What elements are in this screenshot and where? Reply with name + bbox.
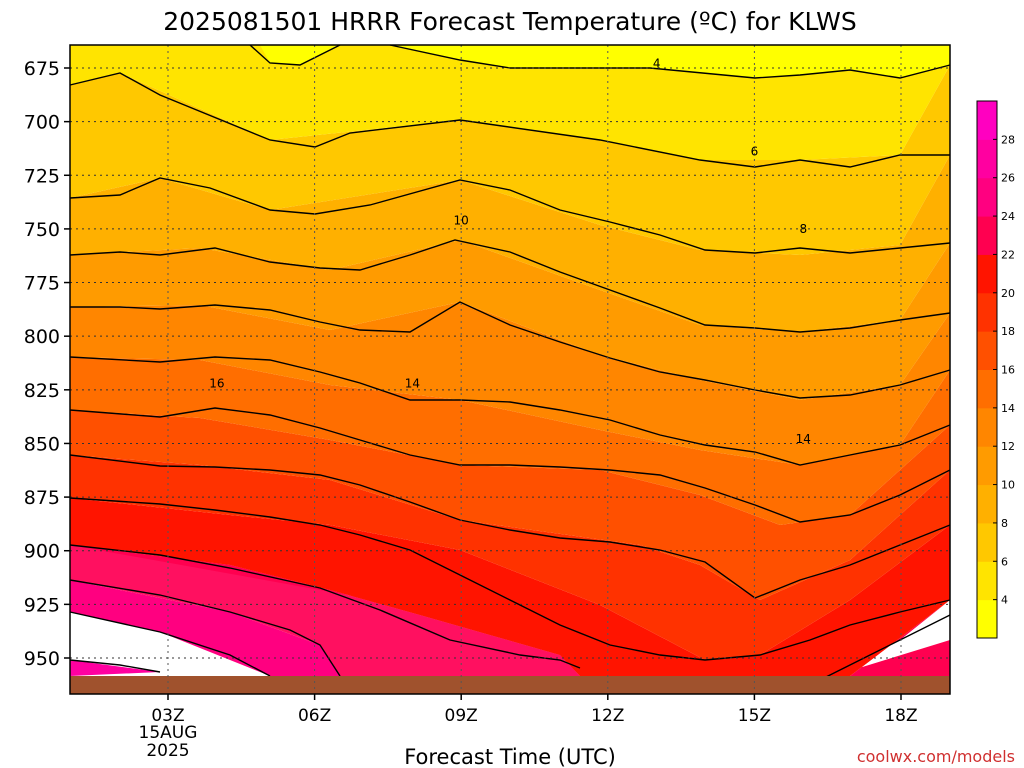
- y-tick-label: 700: [24, 112, 60, 134]
- contour-line: [69, 544, 581, 669]
- contour-lines: [69, 44, 951, 681]
- colorbar-segment: [977, 177, 997, 217]
- terrain-surface: [70, 676, 950, 694]
- grid-lines: [70, 45, 950, 694]
- contour-labels: 4 6 8 10 14 16 14: [209, 57, 811, 446]
- y-tick-label: 675: [24, 58, 60, 80]
- colorbar-segment: [977, 446, 997, 486]
- contour-label: 14: [405, 376, 420, 390]
- contour-label: 4: [653, 57, 661, 71]
- contour-label: 16: [209, 376, 224, 390]
- contour-label: 6: [751, 145, 759, 159]
- colorbar-segment: [977, 292, 997, 332]
- colorbar-segment: [977, 139, 997, 179]
- colorbar-segment: [977, 369, 997, 409]
- x-tick-label: 06Z: [298, 706, 331, 726]
- colorbar-segment: [977, 254, 997, 294]
- contour-line: [389, 44, 951, 79]
- x-axis-label: Forecast Time (UTC): [404, 745, 616, 768]
- colorbar-tick-label: 22: [1001, 248, 1015, 261]
- temperature-band-12: [70, 302, 950, 465]
- y-tick-label: 775: [24, 273, 60, 295]
- contour-line: [69, 659, 161, 673]
- colorbar-tick-label: 12: [1001, 440, 1015, 453]
- colorbar-tick-label: 28: [1001, 133, 1015, 146]
- contour-line: [69, 72, 950, 168]
- contour-line: [69, 497, 951, 661]
- colorbar-segment: [977, 407, 997, 447]
- colorbar-segment: [977, 599, 997, 639]
- plot-frame: [69, 44, 951, 695]
- x-tick-label: 18Z: [884, 706, 917, 726]
- contour-line: [69, 611, 271, 677]
- colorbar-tick-label: 6: [1001, 555, 1008, 568]
- colorbar-segment: [977, 216, 997, 255]
- y-tick-label: 900: [24, 541, 60, 563]
- y-tick-label: 925: [24, 594, 60, 616]
- x-date-line1: 15AUG: [139, 723, 198, 743]
- contour-line: [819, 614, 951, 681]
- y-tick-label: 875: [24, 487, 60, 509]
- y-tick-label: 725: [24, 165, 60, 187]
- y-tick-label: 750: [24, 219, 60, 241]
- colorbar-tick-label: 8: [1001, 517, 1008, 530]
- x-tick-label: 15Z: [738, 706, 771, 726]
- temperature-band-2: [70, 45, 950, 78]
- contour-label: 14: [796, 432, 811, 446]
- x-tick-label: 12Z: [591, 706, 624, 726]
- colorbar-tick-label: 26: [1001, 172, 1015, 185]
- x-tick-label: 09Z: [445, 706, 478, 726]
- temperature-band-18: [70, 455, 950, 660]
- colorbar-tick-label: 24: [1001, 210, 1015, 223]
- temperature-band-8: [70, 155, 950, 332]
- colorbar-segment: [977, 331, 997, 370]
- temperature-band-16: [70, 410, 950, 600]
- colorbar-tick-label: 16: [1001, 364, 1015, 377]
- contour-line: [69, 356, 951, 466]
- temperature-band-10: [70, 240, 950, 400]
- colorbar-segment: [977, 484, 997, 524]
- temperature-band-6: [70, 65, 950, 255]
- contour-line: [69, 579, 341, 677]
- x-axis: 03Z 06Z 09Z 12Z 15Z 18Z: [151, 694, 918, 726]
- temperature-band-20: [70, 498, 950, 676]
- x-tick-label: 03Z: [151, 706, 184, 726]
- contour-line: [69, 239, 951, 333]
- temperature-band-24: [70, 545, 580, 676]
- contour-line: [69, 177, 951, 254]
- colorbar-segment: [977, 561, 997, 601]
- contour-line: [249, 44, 341, 66]
- contour-label: 8: [799, 222, 807, 236]
- colorbar-tick-label: 4: [1001, 594, 1008, 607]
- contour-line: [69, 454, 951, 599]
- contour-line: [69, 407, 951, 523]
- colorbar-tick-label: 10: [1001, 479, 1015, 492]
- colorbar-tick-label: 14: [1001, 402, 1015, 415]
- x-date-line2: 2025: [146, 741, 189, 761]
- source-credit: coolwx.com/models: [857, 747, 1015, 766]
- plot-area: 4 6 8 10 14 16 14: [69, 44, 951, 695]
- colorbar-segment: [977, 522, 997, 562]
- contour-line: [70, 301, 951, 399]
- y-tick-label: 825: [24, 380, 60, 402]
- y-tick-label: 950: [24, 648, 60, 670]
- colorbar-legend: 4 6 8 10 12 14 16 18 20 22 24 26 28: [976, 100, 1015, 639]
- temperature-band-14: [70, 357, 950, 525]
- chart-title: 2025081501 HRRR Forecast Temperature (ºC…: [163, 7, 857, 36]
- y-tick-label: 850: [24, 433, 60, 455]
- y-tick-label: 800: [24, 326, 60, 348]
- contour-label: 10: [454, 213, 469, 227]
- colorbar-segment: [977, 101, 997, 140]
- colorbar-tick-label: 20: [1001, 287, 1015, 300]
- temperature-band-28: [70, 660, 160, 676]
- colorbar-tick-label: 18: [1001, 325, 1015, 338]
- y-axis: 675 700 725 750 775 800 825 850 875 900 925 950: [24, 58, 70, 670]
